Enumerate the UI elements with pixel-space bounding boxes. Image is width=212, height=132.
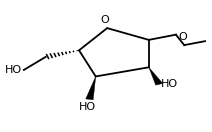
Polygon shape: [86, 76, 96, 100]
Text: HO: HO: [161, 79, 179, 89]
Text: O: O: [101, 15, 109, 25]
Text: HO: HO: [79, 102, 96, 112]
Polygon shape: [149, 67, 163, 85]
Text: HO: HO: [5, 65, 22, 75]
Text: O: O: [179, 32, 188, 42]
